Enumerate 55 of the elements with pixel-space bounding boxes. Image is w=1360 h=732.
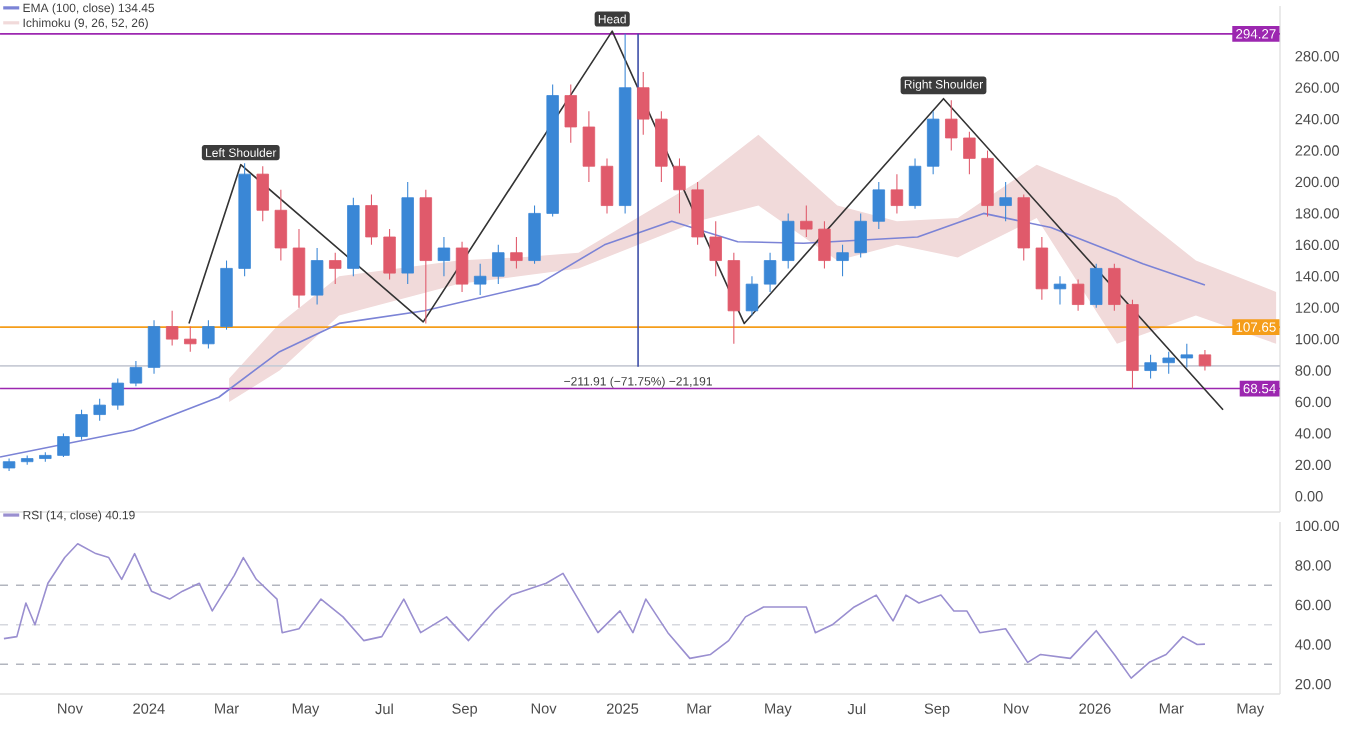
candlestick xyxy=(872,181,885,230)
candlestick xyxy=(836,244,849,277)
candlestick xyxy=(926,110,940,175)
candlestick xyxy=(1180,343,1194,368)
candlestick xyxy=(963,131,976,175)
candlestick xyxy=(999,181,1012,222)
line-series xyxy=(0,212,1206,458)
candlestick xyxy=(111,377,124,411)
candlestick xyxy=(908,157,922,210)
candlestick xyxy=(945,99,958,152)
candlestick xyxy=(492,244,505,285)
candlestick xyxy=(510,236,523,269)
candlestick xyxy=(184,326,197,353)
candlestick xyxy=(582,110,596,183)
candlestick xyxy=(1071,278,1085,312)
candlestick xyxy=(165,310,179,346)
candlestick xyxy=(1162,351,1175,375)
candlestick xyxy=(890,173,904,214)
candlestick xyxy=(256,165,269,222)
candlestick xyxy=(981,150,994,218)
candlestick xyxy=(600,157,614,214)
candlestick xyxy=(1108,263,1121,312)
candlestick xyxy=(147,319,161,375)
candlestick xyxy=(75,409,88,441)
candlestick xyxy=(763,252,777,293)
candlestick xyxy=(329,252,342,285)
candlestick xyxy=(782,212,795,269)
candlestick xyxy=(365,194,378,246)
candlestick xyxy=(129,360,143,387)
candlestick xyxy=(1090,263,1103,309)
candlestick xyxy=(292,228,306,309)
candlestick xyxy=(383,228,396,280)
candlestick xyxy=(1053,275,1067,306)
candlestick xyxy=(637,71,650,136)
candlestick xyxy=(437,236,451,277)
candlestick xyxy=(57,432,70,458)
candlestick xyxy=(673,157,686,214)
candlestick xyxy=(818,220,831,269)
candlestick xyxy=(202,319,215,350)
candlestick xyxy=(1144,354,1157,379)
candlestick xyxy=(274,189,288,262)
candlestick xyxy=(854,212,867,258)
candlestick xyxy=(655,110,668,183)
candlestick xyxy=(528,205,541,265)
candlestick xyxy=(709,220,722,277)
candlestick xyxy=(745,275,759,317)
candlestick xyxy=(310,247,324,306)
candlestick xyxy=(564,84,577,144)
candlestick xyxy=(691,181,704,246)
candlestick xyxy=(473,263,487,296)
candlestick xyxy=(800,205,813,238)
candlestick xyxy=(455,241,469,293)
candlestick xyxy=(1035,236,1049,301)
candlestick xyxy=(1198,349,1212,372)
candlestick xyxy=(93,398,106,422)
